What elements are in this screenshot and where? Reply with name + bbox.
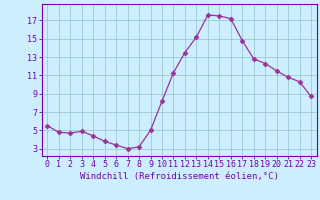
- X-axis label: Windchill (Refroidissement éolien,°C): Windchill (Refroidissement éolien,°C): [80, 172, 279, 181]
